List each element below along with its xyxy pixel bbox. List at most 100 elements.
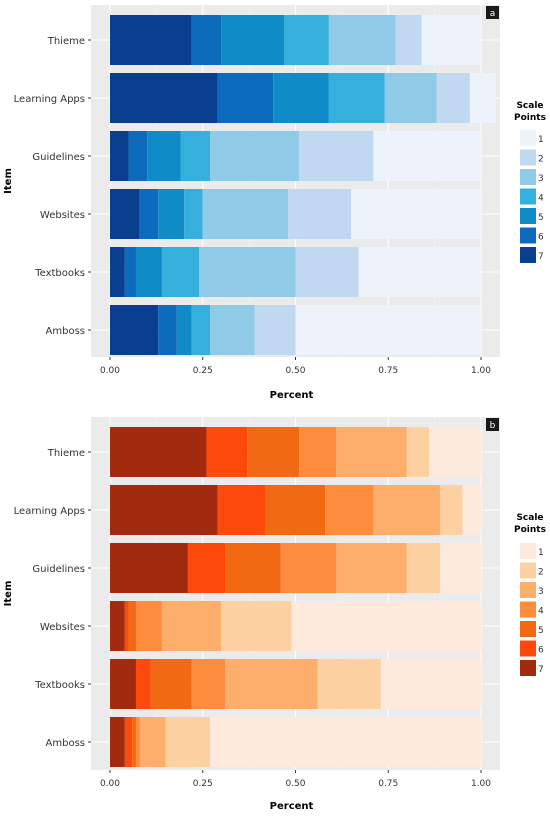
bar-segment xyxy=(191,15,222,65)
legend-swatch xyxy=(520,130,536,146)
bar-segment xyxy=(124,717,133,767)
legend-swatch xyxy=(520,208,536,224)
x-tick-label: 0.75 xyxy=(378,366,398,376)
legend-title: Points xyxy=(514,525,546,535)
bar-segment xyxy=(469,73,496,123)
bar-segment xyxy=(336,427,407,477)
bar-segment xyxy=(210,305,255,355)
category-label: Thieme xyxy=(47,448,85,459)
bar-segment xyxy=(180,131,211,181)
legend-label: 5 xyxy=(538,626,544,636)
legend-label: 7 xyxy=(538,665,544,675)
legend-swatch xyxy=(520,543,536,559)
category-label: Amboss xyxy=(46,326,85,337)
bar-segment xyxy=(406,427,430,477)
bar-segment xyxy=(110,485,218,535)
bar-segment xyxy=(395,15,422,65)
legend-title: Points xyxy=(514,113,546,123)
bar-segment xyxy=(299,427,337,477)
bar-segment xyxy=(284,15,329,65)
bar-segment xyxy=(436,73,470,123)
category-label: Websites xyxy=(40,622,85,633)
legend-title: Scale xyxy=(516,101,543,111)
bar-segment xyxy=(161,601,222,651)
legend-swatch xyxy=(520,660,536,676)
bar-segment xyxy=(135,601,162,651)
bar-segment xyxy=(124,601,129,651)
bar-segment xyxy=(421,15,481,65)
bar-segment xyxy=(135,659,151,709)
legend-swatch xyxy=(520,640,536,657)
bar-segment xyxy=(110,427,207,477)
x-tick-label: 1.00 xyxy=(471,366,491,376)
x-axis-title: Percent xyxy=(270,801,314,812)
legend-label: 4 xyxy=(538,607,544,617)
bar-segment xyxy=(202,189,289,239)
bar-segment xyxy=(351,189,481,239)
category-label: Amboss xyxy=(46,738,85,749)
bar-segment xyxy=(273,73,329,123)
bar-segment xyxy=(128,601,136,651)
panel-label: b xyxy=(490,421,496,431)
bar-segment xyxy=(247,427,300,477)
bar-segment xyxy=(288,189,352,239)
legend-label: 6 xyxy=(538,233,544,243)
bar-segment xyxy=(135,717,140,767)
legend-label: 2 xyxy=(538,155,544,165)
bar-segment xyxy=(336,543,407,593)
category-label: Thieme xyxy=(47,36,85,47)
legend-label: 1 xyxy=(538,135,544,145)
bar-segment xyxy=(440,485,463,535)
legend-label: 5 xyxy=(538,213,544,223)
bar-segment xyxy=(184,189,203,239)
bar-segment xyxy=(210,131,300,181)
legend-swatch xyxy=(520,149,536,166)
bar-segment xyxy=(158,189,185,239)
x-tick-label: 1.00 xyxy=(471,779,491,789)
legend-swatch xyxy=(520,247,536,263)
bar-segment xyxy=(299,131,374,181)
bar-segment xyxy=(380,659,481,709)
bar-segment xyxy=(110,717,125,767)
legend-swatch xyxy=(520,601,536,618)
legend-label: 7 xyxy=(538,252,544,262)
bar-segment xyxy=(217,485,266,535)
bar-segment xyxy=(317,659,381,709)
bar-segment xyxy=(328,15,396,65)
bar-segment xyxy=(110,543,188,593)
legend-label: 3 xyxy=(538,587,544,597)
bar-segment xyxy=(161,247,200,297)
bar-segment xyxy=(373,131,481,181)
x-tick-label: 0.50 xyxy=(285,366,305,376)
bar-segment xyxy=(135,247,162,297)
x-tick-label: 0.00 xyxy=(100,366,120,376)
legend-swatch xyxy=(520,188,536,205)
bar-segment xyxy=(110,15,192,65)
bar-segment xyxy=(187,543,226,593)
category-label: Textbooks xyxy=(34,680,85,691)
bar-segment xyxy=(165,717,211,767)
legend-label: 3 xyxy=(538,174,544,184)
bar-segment xyxy=(221,601,292,651)
category-label: Guidelines xyxy=(32,564,85,575)
bar-segment xyxy=(254,305,296,355)
bar-segment xyxy=(132,717,136,767)
bar-segment xyxy=(217,73,274,123)
bar-segment xyxy=(225,659,318,709)
bar-segment xyxy=(147,131,181,181)
bar-segment xyxy=(191,305,211,355)
bar-segment xyxy=(221,15,285,65)
legend-swatch xyxy=(520,621,536,637)
bar-segment xyxy=(295,305,481,355)
legend-swatch xyxy=(520,169,536,185)
panel-label-box xyxy=(486,418,499,431)
bar-segment xyxy=(110,247,125,297)
bar-segment xyxy=(225,543,281,593)
bar-segment xyxy=(158,305,177,355)
legend-label: 2 xyxy=(538,568,544,578)
x-tick-label: 0.50 xyxy=(285,779,305,789)
category-label: Textbooks xyxy=(34,268,85,279)
legend-title: Scale xyxy=(516,513,543,523)
bar-segment xyxy=(440,543,481,593)
